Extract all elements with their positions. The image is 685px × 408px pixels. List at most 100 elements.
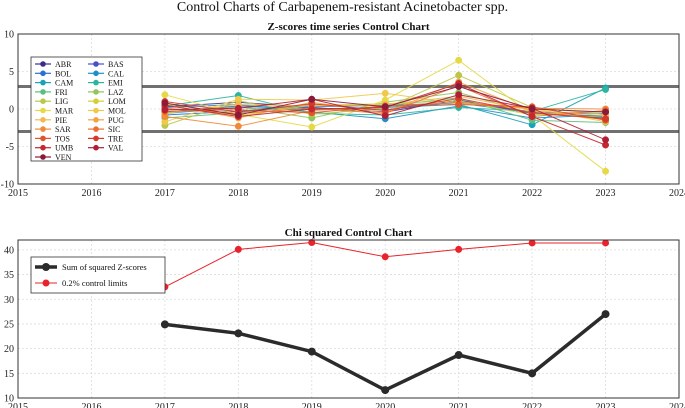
legend-marker — [42, 263, 50, 271]
panel-1: Z-scores time series Control Chart 2015 20… — [1, 21, 685, 199]
legend-label: BOL — [55, 69, 71, 78]
point-val — [455, 91, 463, 99]
point-series-0 — [601, 310, 610, 319]
legend-label: UMB — [55, 144, 73, 153]
point-val — [161, 106, 169, 114]
legend-marker — [40, 154, 46, 160]
point-mar — [455, 56, 463, 64]
legend-item-1: 0.2% control limits — [35, 278, 127, 288]
point-series-1 — [455, 245, 463, 253]
x-tick-label: 2017 — [155, 402, 175, 408]
legend-label: MAR — [55, 107, 74, 116]
y-tick-label: 20 — [4, 344, 14, 355]
legend-item-mar: MAR — [35, 107, 74, 116]
x-tick-label: 2022 — [522, 188, 542, 199]
legend-marker — [93, 144, 99, 151]
legend-item-tre: TRE — [88, 134, 123, 143]
legend-item-umb: UMB — [35, 144, 73, 153]
legend-label: MOL — [108, 107, 126, 116]
legend-item-cam: CAM — [35, 79, 73, 88]
point-ven — [602, 108, 610, 116]
y-tick-label: 10 — [4, 30, 14, 41]
point-val — [602, 136, 610, 144]
x-tick-label: 2024 — [669, 402, 685, 408]
legend-label: TOS — [55, 134, 70, 143]
point-series-0 — [307, 347, 316, 356]
legend-marker — [40, 89, 46, 95]
legend-item-pug: PUG — [88, 116, 124, 125]
legend-marker — [40, 117, 46, 123]
legend-label: PUG — [108, 116, 124, 125]
point-ven — [455, 83, 463, 90]
legend-label: CAM — [55, 79, 73, 88]
legend-label: SIC — [108, 125, 120, 134]
y-tick-label: 40 — [4, 245, 14, 256]
legend-item-cal: CAL — [88, 69, 124, 78]
legend-marker — [40, 70, 46, 77]
legend-marker — [93, 107, 99, 114]
x-tick-label: 2020 — [375, 188, 395, 199]
point-emi — [602, 86, 610, 93]
legend-label: LAZ — [108, 88, 124, 97]
legend-marker — [93, 135, 99, 142]
point-series-1 — [381, 253, 389, 261]
point-series-0 — [234, 329, 243, 338]
legend-marker — [93, 126, 99, 132]
legend-marker — [93, 89, 99, 95]
legend-label: VEN — [55, 153, 72, 162]
point-series-0 — [528, 369, 537, 378]
legend-label: LOM — [108, 97, 126, 106]
x-tick-label: 2019 — [302, 402, 322, 408]
x-tick-label: 2024 — [669, 188, 685, 199]
point-ven — [234, 111, 242, 119]
point-mar — [161, 91, 169, 99]
point-mar — [308, 123, 316, 131]
point-series-0 — [454, 351, 463, 360]
legend-box — [30, 56, 143, 162]
point-lig — [455, 71, 463, 79]
x-tick-label: 2018 — [228, 188, 248, 199]
legend-marker — [42, 279, 50, 287]
legend-item-lom: LOM — [88, 97, 126, 106]
point-val — [234, 104, 242, 112]
y-tick-label: 5 — [9, 67, 14, 78]
legend-marker — [40, 61, 46, 67]
x-tick-label: 2019 — [302, 188, 322, 199]
point-mol — [381, 89, 389, 97]
x-tick-label: 2023 — [596, 188, 616, 199]
y-tick-label: 0 — [9, 105, 14, 116]
legend-item-lig: LIG — [35, 97, 69, 106]
x-tick-label: 2015 — [8, 188, 28, 199]
legend-item-bol: BOL — [35, 69, 71, 78]
legend-item-emi: EMI — [88, 79, 123, 88]
x-tick-label: 2017 — [155, 188, 175, 199]
point-umb — [308, 105, 316, 113]
legend-marker — [40, 126, 46, 132]
legend-label: LIG — [55, 97, 69, 106]
y-tick-label: 25 — [4, 319, 14, 330]
legend-label: Sum of squared Z-scores — [62, 262, 147, 272]
legend-label: TRE — [108, 134, 123, 143]
point-mar — [602, 167, 610, 175]
legend-label: EMI — [108, 79, 123, 88]
figure-title: Control Charts of Carbapenem-resistant A… — [176, 0, 509, 15]
legend-marker — [40, 98, 46, 104]
legend-label: FRI — [55, 88, 68, 97]
legend-item-sic: SIC — [88, 125, 120, 134]
legend: Sum of squared Z-scores 0.2% control limi… — [30, 256, 166, 294]
legend-label: BAS — [108, 60, 124, 69]
point-ven — [528, 105, 536, 113]
legend-item-tos: TOS — [35, 134, 70, 143]
point-series-1 — [602, 239, 610, 247]
legend-item-sar: SAR — [35, 125, 71, 134]
legend-item-laz: LAZ — [88, 88, 124, 97]
point-umb — [528, 113, 536, 120]
y-tick-label: -5 — [6, 142, 14, 153]
legend-label: 0.2% control limits — [62, 278, 127, 288]
legend-marker — [40, 107, 46, 114]
point-series-0 — [160, 320, 169, 329]
legend-marker — [40, 144, 46, 151]
legend-item-0: Sum of squared Z-scores — [35, 262, 147, 272]
